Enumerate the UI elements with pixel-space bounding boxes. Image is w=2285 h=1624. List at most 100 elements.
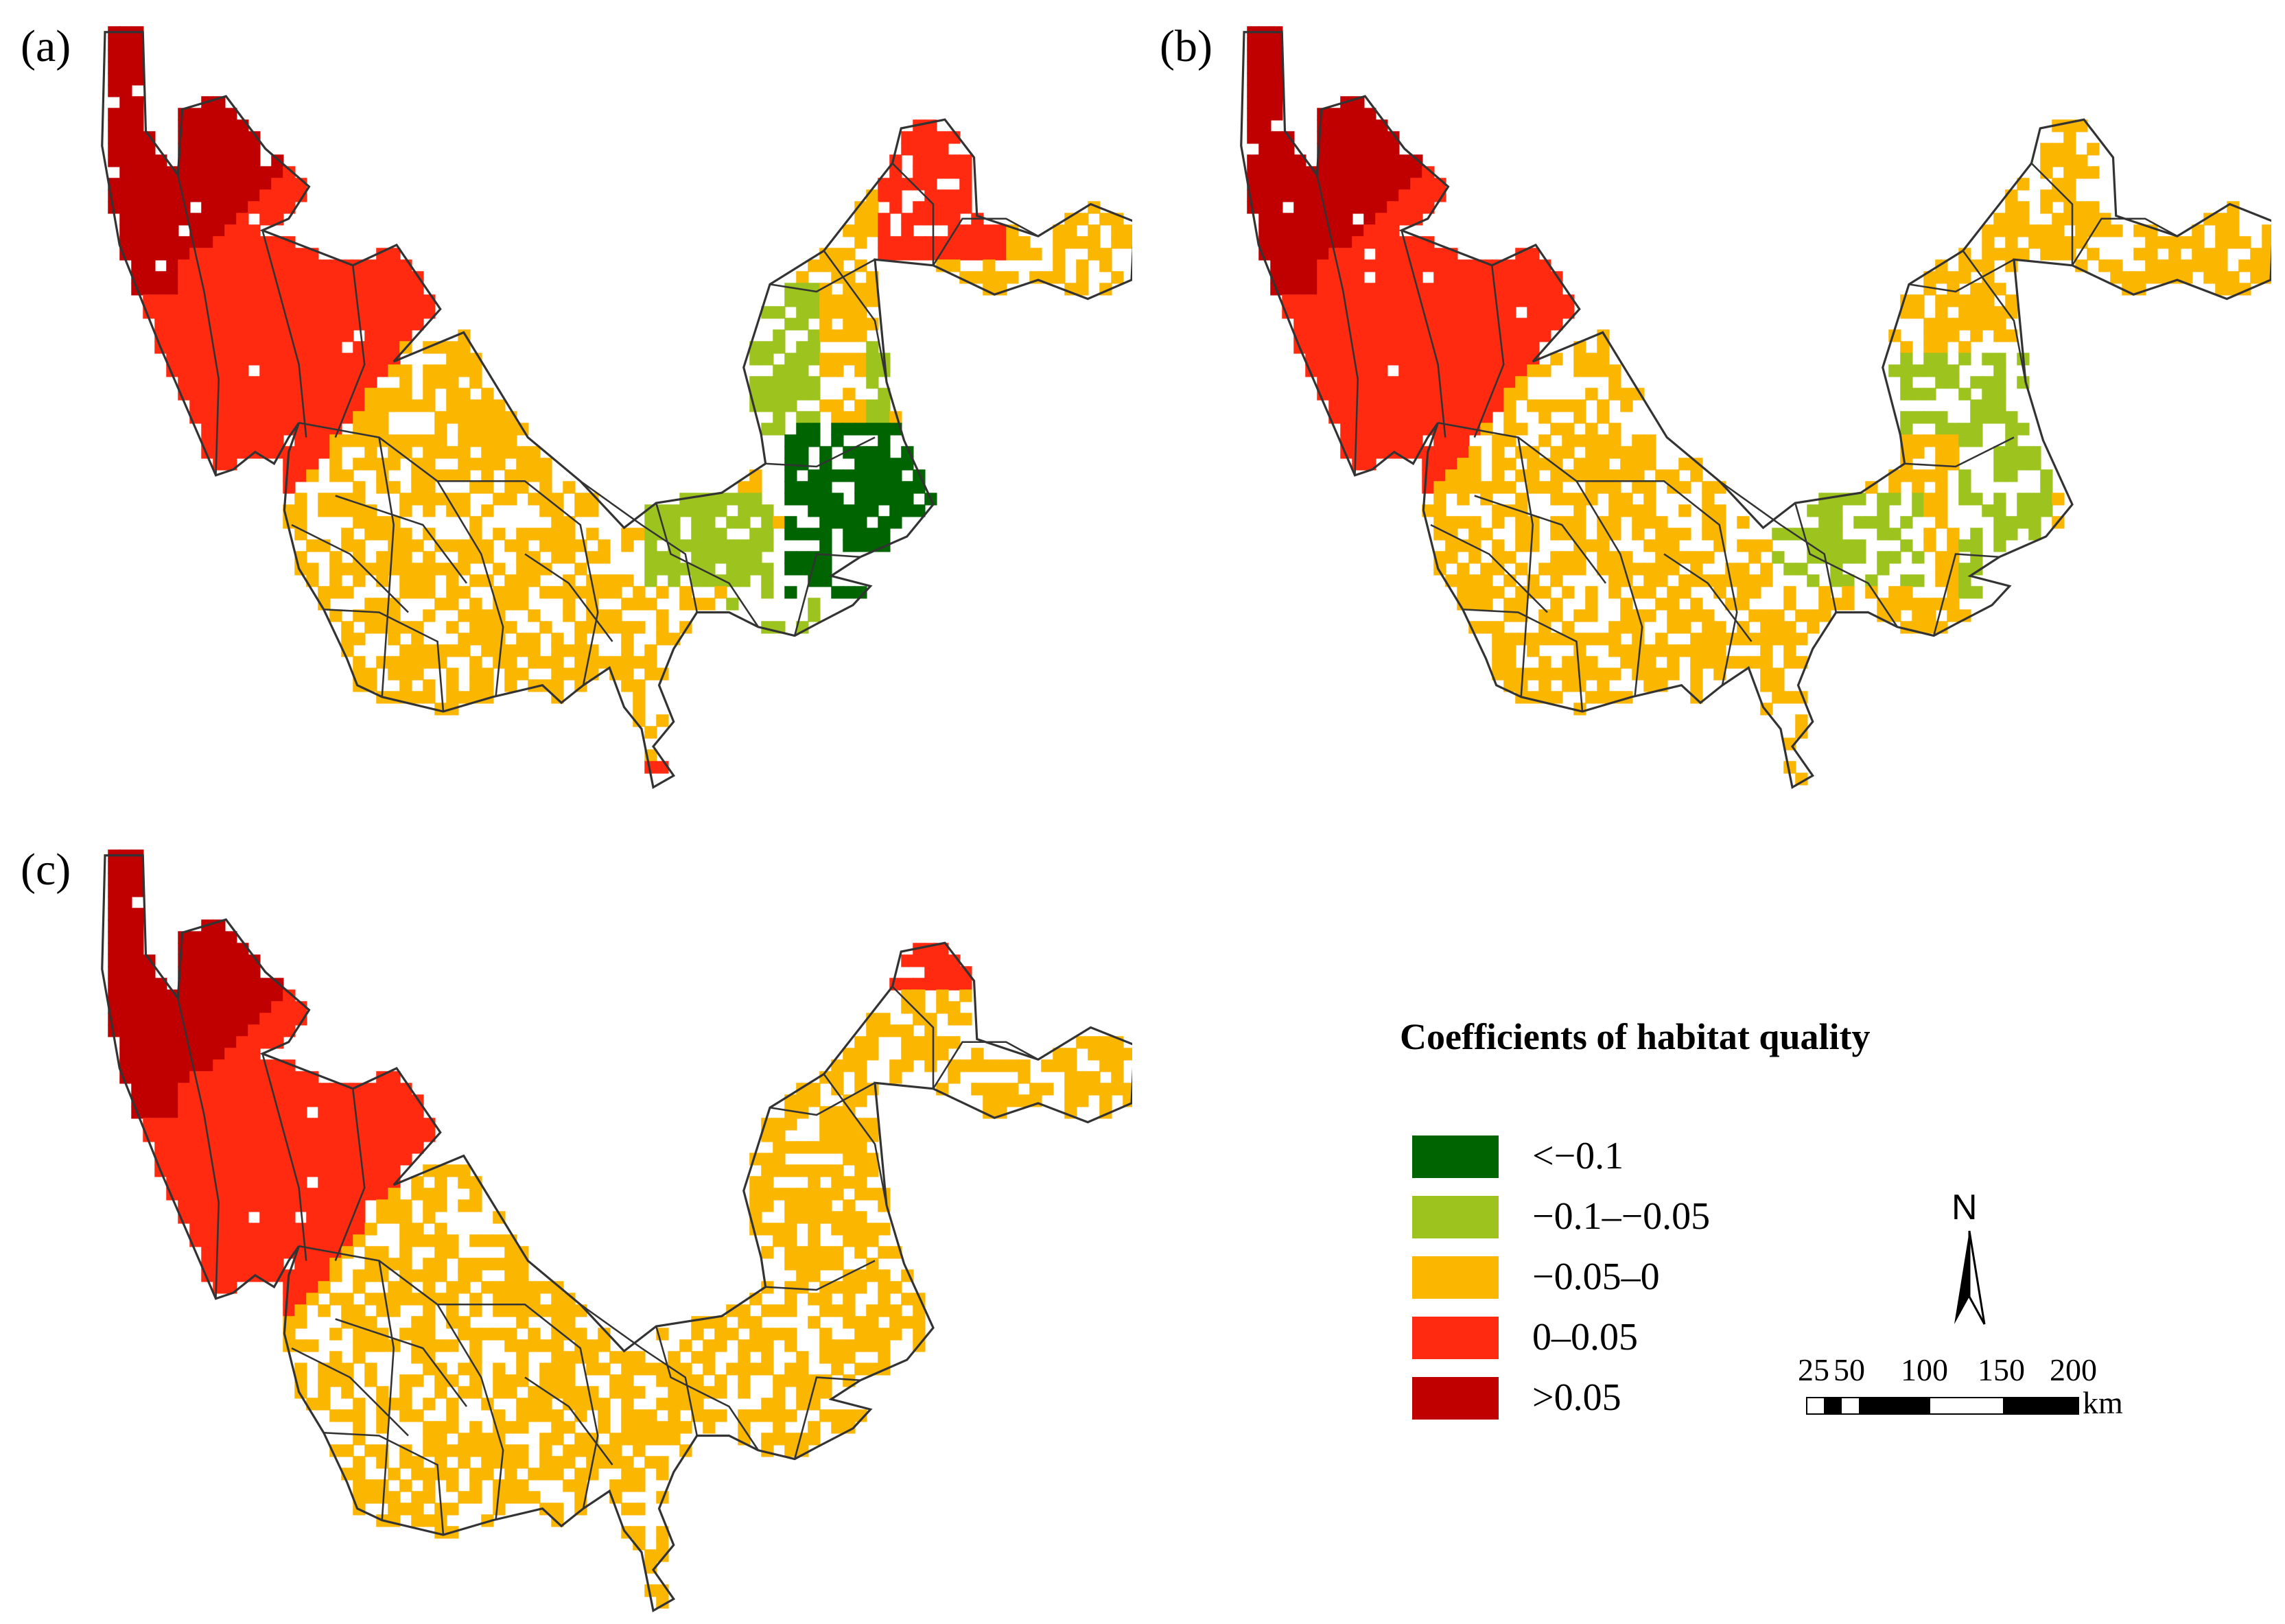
grid-cell	[2075, 119, 2088, 132]
grid-cell	[2250, 248, 2263, 261]
grid-cell	[609, 1456, 622, 1469]
grid-cell	[1088, 1048, 1101, 1061]
grid-cell	[189, 1199, 202, 1212]
grid-cell	[854, 539, 867, 552]
grid-cell	[469, 1479, 482, 1492]
grid-cell	[784, 516, 797, 529]
grid-cell	[353, 399, 366, 412]
grid-cell	[843, 1234, 856, 1247]
grid-cell	[353, 481, 366, 494]
grid-cell	[423, 679, 436, 692]
grid-cell	[784, 1433, 797, 1446]
grid-cell	[213, 341, 226, 354]
grid-cell	[271, 318, 284, 331]
grid-cell	[1655, 574, 1668, 587]
grid-cell	[1958, 423, 1971, 436]
grid-cell	[1900, 341, 1913, 354]
grid-cell	[1064, 1071, 1077, 1084]
grid-cell	[248, 224, 261, 237]
grid-cell	[854, 1409, 867, 1422]
grid-cell	[259, 306, 272, 319]
grid-cell	[399, 691, 412, 704]
grid-cell	[1527, 528, 1540, 541]
grid-cell	[854, 399, 867, 412]
grid-cell	[1655, 528, 1668, 541]
grid-cell	[178, 306, 191, 319]
grid-cell	[318, 1094, 331, 1107]
grid-cell	[936, 1048, 949, 1061]
grid-cell	[434, 493, 447, 506]
grid-cell	[189, 306, 202, 319]
grid-cell	[679, 1363, 692, 1376]
grid-cell	[1573, 563, 1586, 576]
grid-cell	[1468, 376, 1481, 389]
grid-cell	[796, 341, 809, 354]
grid-cell	[1123, 1048, 1132, 1061]
grid-cell	[248, 259, 261, 272]
grid-cell	[808, 1094, 821, 1107]
grid-cell	[446, 364, 459, 377]
grid-cell	[633, 528, 646, 541]
grid-cell	[376, 1164, 389, 1177]
grid-cell	[458, 1281, 471, 1294]
grid-cell	[1958, 539, 1971, 552]
grid-cell	[2028, 493, 2041, 506]
grid-cell	[224, 1258, 237, 1271]
grid-cell	[213, 189, 226, 202]
grid-cell	[1492, 446, 1505, 459]
grid-cell	[586, 551, 599, 564]
grid-cell	[1935, 493, 1948, 506]
grid-cell	[796, 1246, 809, 1259]
grid-cell	[901, 1036, 914, 1049]
grid-cell	[166, 353, 179, 366]
grid-cell	[469, 458, 482, 471]
grid-cell	[773, 1188, 786, 1201]
grid-cell	[808, 411, 821, 424]
grid-cell	[563, 644, 576, 657]
grid-cell	[458, 446, 471, 459]
grid-cell	[131, 143, 144, 156]
grid-cell	[458, 1363, 471, 1376]
grid-cell	[388, 598, 401, 611]
grid-cell	[854, 1164, 867, 1177]
grid-cell	[458, 1386, 471, 1399]
grid-cell	[1667, 621, 1680, 634]
grid-cell	[738, 1339, 751, 1352]
grid-cell	[1282, 154, 1295, 167]
grid-cell	[131, 1071, 144, 1084]
grid-cell	[1993, 318, 2006, 331]
grid-cell	[399, 551, 412, 564]
grid-cell	[353, 259, 366, 272]
grid-cell	[201, 989, 214, 1002]
grid-cell	[434, 1258, 447, 1271]
grid-cell	[1515, 528, 1528, 541]
grid-cell	[679, 539, 692, 552]
grid-cell	[808, 376, 821, 389]
grid-cell	[761, 1351, 774, 1364]
grid-cell	[248, 1129, 261, 1142]
scale-bar: 25 50 100 150 200 km	[1798, 1352, 2155, 1427]
grid-cell	[224, 434, 237, 447]
grid-cell	[434, 1421, 447, 1434]
grid-cell	[259, 329, 272, 342]
grid-cell	[259, 978, 272, 991]
grid-cell	[819, 551, 832, 564]
grid-cell	[1088, 224, 1101, 237]
grid-cell	[773, 1141, 786, 1154]
grid-cell	[469, 1433, 482, 1446]
grid-cell	[248, 248, 261, 261]
grid-cell	[189, 1211, 202, 1224]
grid-cell	[796, 1269, 809, 1282]
grid-cell	[1387, 166, 1400, 179]
grid-cell	[399, 1199, 412, 1212]
grid-cell	[563, 1456, 576, 1469]
grid-cell	[644, 1409, 657, 1422]
grid-cell	[1457, 586, 1470, 599]
grid-cell	[1935, 364, 1948, 377]
grid-cell	[528, 563, 541, 576]
grid-cell	[784, 1234, 797, 1247]
grid-cell	[329, 1211, 342, 1224]
grid-cell	[1340, 248, 1353, 261]
grid-cell	[1363, 131, 1376, 144]
grid-cell	[504, 598, 517, 611]
